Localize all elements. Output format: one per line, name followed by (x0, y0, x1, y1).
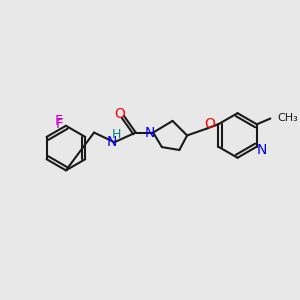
Text: O: O (204, 117, 215, 131)
Text: N: N (106, 135, 117, 149)
Text: F: F (55, 117, 63, 131)
Text: H: H (112, 128, 121, 141)
Text: CH₃: CH₃ (277, 113, 298, 124)
Text: O: O (114, 107, 125, 121)
Text: N: N (145, 125, 155, 140)
Text: N: N (256, 142, 267, 157)
Text: F: F (54, 114, 62, 128)
